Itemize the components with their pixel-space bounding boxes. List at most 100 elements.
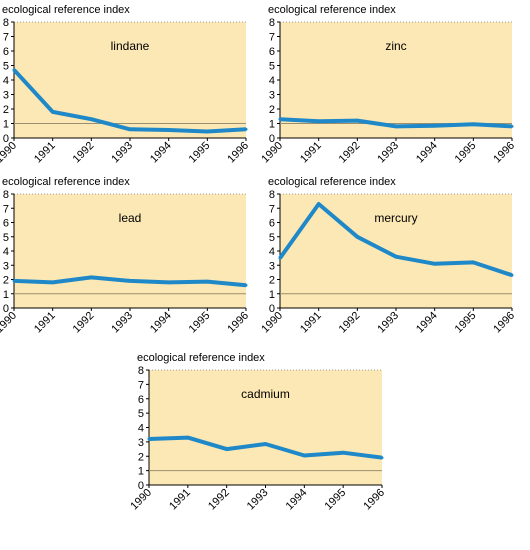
data-point-zinc-1993	[394, 124, 398, 128]
y-tick-label: 7	[269, 32, 275, 44]
data-point-cadmium-1995	[341, 451, 345, 455]
y-tick-label: 4	[138, 423, 144, 435]
y-tick-label: 2	[138, 451, 144, 463]
chart-panel-mercury: ecological reference index 0 1 2 3 4 5 6 7 8 1990 1…	[259, 176, 517, 335]
x-tick-label: 1993	[245, 487, 271, 513]
data-point-cadmium-1990	[147, 437, 151, 441]
data-point-lindane-1993	[128, 127, 132, 131]
data-point-lindane-1991	[51, 110, 55, 114]
x-tick-label: 1991	[298, 140, 324, 166]
x-tick-label: 1991	[32, 140, 58, 166]
y-tick-label: 2	[269, 104, 275, 116]
data-point-cadmium-1993	[264, 442, 267, 446]
y-tick-label: 8	[3, 189, 9, 201]
y-tick-label: 4	[269, 75, 275, 87]
chart-title: mercury	[374, 211, 417, 225]
chart-title: cadmium	[241, 387, 290, 401]
data-point-zinc-1994	[433, 124, 437, 128]
x-tick-label: 1996	[491, 140, 517, 166]
chart-title: zinc	[385, 39, 406, 53]
y-tick-label: 3	[138, 437, 144, 449]
y-tick-label: 7	[269, 203, 275, 215]
data-point-zinc-1990	[278, 117, 282, 121]
y-axis-label: ecological reference index	[268, 4, 396, 16]
plot-background	[14, 22, 246, 138]
x-tick-label: 1995	[453, 140, 479, 166]
data-point-cadmium-1994	[302, 454, 306, 458]
data-point-cadmium-1996	[380, 456, 384, 460]
data-point-mercury-1994	[433, 262, 437, 266]
x-tick-label: 1993	[375, 140, 401, 166]
data-point-lead-1993	[128, 279, 132, 283]
y-tick-label: 0	[138, 480, 144, 492]
y-tick-label: 7	[138, 379, 144, 391]
data-point-lead-1991	[51, 280, 55, 284]
chart-title: lindane	[111, 39, 150, 53]
x-tick-label: 1996	[361, 487, 387, 513]
x-tick-label: 1996	[225, 140, 251, 166]
data-point-cadmium-1991	[186, 436, 190, 440]
y-tick-label: 3	[269, 90, 275, 102]
x-tick-label: 1993	[109, 140, 135, 166]
y-axis-label: ecological reference index	[137, 352, 265, 364]
y-tick-label: 1	[3, 119, 9, 131]
data-point-mercury-1996	[510, 273, 514, 277]
data-point-lindane-1990	[12, 68, 16, 72]
x-tick-label: 1991	[298, 310, 324, 336]
y-tick-label: 1	[269, 289, 275, 301]
x-tick-label: 1990	[128, 487, 154, 513]
x-tick-label: 1995	[187, 310, 213, 336]
data-point-lindane-1996	[244, 127, 248, 131]
x-tick-label: 1996	[491, 310, 517, 336]
x-tick-label: 1990	[259, 310, 285, 336]
y-axis-label: ecological reference index	[2, 4, 130, 16]
y-tick-label: 5	[3, 232, 9, 244]
y-tick-label: 3	[3, 90, 9, 102]
chart-panel-cadmium: ecological reference index 0 1 2 3 4 5 6 7 8 1990 1…	[128, 352, 387, 512]
data-point-lead-1990	[12, 279, 16, 283]
data-point-mercury-1995	[471, 260, 475, 264]
data-point-lindane-1992	[89, 117, 93, 121]
x-tick-label: 1990	[259, 140, 285, 166]
data-point-mercury-1992	[355, 235, 359, 239]
data-point-cadmium-1992	[225, 447, 229, 451]
data-point-zinc-1996	[510, 124, 514, 128]
y-tick-label: 1	[138, 466, 144, 478]
plot-background	[280, 22, 512, 138]
y-tick-label: 5	[3, 61, 9, 73]
chart-panel-zinc: ecological reference index 0 1 2 3 4 5 6 7 8 1990 1…	[259, 4, 517, 165]
y-tick-label: 6	[138, 394, 144, 406]
y-tick-label: 8	[138, 365, 144, 377]
y-tick-label: 8	[269, 17, 275, 29]
y-tick-label: 1	[269, 119, 275, 131]
x-tick-label: 1992	[206, 487, 232, 513]
plot-background	[149, 370, 382, 485]
x-tick-label: 1994	[148, 310, 174, 336]
plot-background	[14, 194, 246, 308]
y-tick-label: 5	[138, 408, 144, 420]
x-tick-label: 1994	[148, 140, 174, 166]
data-point-mercury-1991	[317, 202, 321, 206]
y-axis-label: ecological reference index	[2, 176, 130, 188]
x-tick-label: 1992	[71, 310, 97, 336]
x-tick-label: 1992	[71, 140, 97, 166]
y-tick-label: 8	[3, 17, 9, 29]
data-point-lindane-1994	[167, 128, 171, 132]
y-tick-label: 3	[3, 260, 9, 272]
x-tick-label: 1994	[414, 310, 440, 336]
y-tick-label: 6	[269, 46, 275, 58]
y-tick-label: 6	[269, 218, 275, 230]
data-point-mercury-1990	[278, 256, 282, 260]
x-tick-label: 1991	[32, 310, 58, 336]
y-tick-label: 8	[269, 189, 275, 201]
y-tick-label: 0	[269, 133, 275, 145]
y-tick-label: 4	[3, 75, 9, 87]
y-axis-label: ecological reference index	[268, 176, 396, 188]
x-tick-label: 1996	[225, 310, 251, 336]
y-tick-label: 6	[3, 218, 9, 230]
y-tick-label: 1	[3, 289, 9, 301]
y-tick-label: 4	[269, 246, 275, 258]
x-tick-label: 1993	[109, 310, 135, 336]
